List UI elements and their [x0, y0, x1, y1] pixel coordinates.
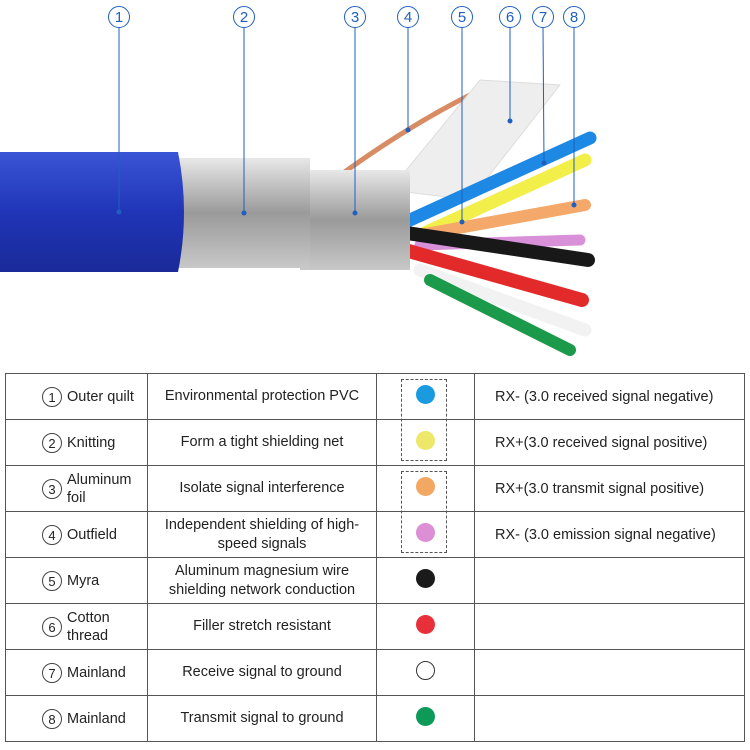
- wire-color-dot: [416, 523, 435, 542]
- cable-structure-table: 1 Outer quilt Environmental protection PV…: [5, 373, 745, 742]
- table-row: 7 Mainland Receive signal to ground: [5, 649, 745, 696]
- table-row: 8 Mainland Transmit signal to ground: [5, 695, 745, 742]
- table-row: 6 Cotton thread Filler stretch resistant: [5, 603, 745, 650]
- part-cell: 7 Mainland: [5, 649, 148, 696]
- color-cell: [376, 465, 475, 553]
- part-name: Outfield: [67, 526, 117, 543]
- callout-5: 5: [451, 6, 473, 28]
- color-cell: [376, 419, 475, 466]
- wire-color-dot: [416, 615, 435, 634]
- callout-1: 1: [108, 6, 130, 28]
- part-cell: 3 Aluminum foil: [5, 465, 148, 512]
- color-cell: [376, 373, 475, 461]
- wire-color-dot: [416, 707, 435, 726]
- part-cell: 1 Outer quilt: [5, 373, 148, 420]
- part-cell: 6 Cotton thread: [5, 603, 148, 650]
- part-name: Myra: [67, 572, 100, 589]
- signal-cell: [474, 557, 745, 604]
- table-row: 4 Outfield Independent shielding of high-…: [5, 511, 745, 558]
- color-cell: [376, 557, 475, 604]
- wire-color-dot: [416, 569, 435, 588]
- signal-cell: [474, 649, 745, 696]
- part-number: 3: [42, 478, 62, 499]
- table-row: 5 Myra Aluminum magnesium wire shielding …: [5, 557, 745, 604]
- table-row: 3 Aluminum foil Isolate signal interferen…: [5, 465, 745, 553]
- callout-3: 3: [344, 6, 366, 28]
- wire-color-dot: [416, 477, 435, 496]
- color-cell: [376, 695, 475, 742]
- part-name: Aluminum foil: [67, 471, 132, 506]
- wire-color-dot: [416, 431, 435, 450]
- callout-7: 7: [532, 6, 554, 28]
- description-cell: Isolate signal interference: [147, 465, 377, 512]
- table-row: 1 Outer quilt Environmental protection PV…: [5, 373, 745, 461]
- part-cell: 5 Myra: [5, 557, 148, 604]
- part-number: 2: [42, 432, 62, 453]
- color-cell: [376, 649, 475, 696]
- part-number: 7: [42, 662, 62, 683]
- description-cell: Aluminum magnesium wire shielding networ…: [147, 557, 377, 604]
- part-number: 5: [42, 570, 62, 591]
- description-cell: Transmit signal to ground: [147, 695, 377, 742]
- part-name: Cotton thread: [67, 609, 110, 644]
- callout-2: 2: [233, 6, 255, 28]
- description-cell: Environmental protection PVC: [147, 373, 377, 420]
- callout-dots: [116, 118, 577, 225]
- part-number: 6: [42, 616, 62, 637]
- description-cell: Receive signal to ground: [147, 649, 377, 696]
- part-number: 4: [42, 524, 62, 545]
- part-name: Knitting: [67, 434, 116, 451]
- signal-cell: RX+(3.0 transmit signal positive): [474, 465, 745, 512]
- signal-cell: [474, 695, 745, 742]
- wire-color-dot: [416, 661, 435, 680]
- callout-lines: [118, 27, 575, 222]
- description-cell: Filler stretch resistant: [147, 603, 377, 650]
- table-row: 2 Knitting Form a tight shielding net RX+…: [5, 419, 745, 466]
- part-cell: 4 Outfield: [5, 511, 148, 558]
- part-cell: 2 Knitting: [5, 419, 148, 466]
- signal-cell: RX- (3.0 emission signal negative): [474, 511, 745, 558]
- color-cell: [376, 603, 475, 650]
- signal-cell: [474, 603, 745, 650]
- cable-cross-section-illustration: [0, 27, 597, 356]
- part-name: Mainland: [67, 664, 126, 681]
- part-number: 8: [42, 708, 62, 729]
- callout-8: 8: [563, 6, 585, 28]
- callout-6: 6: [499, 6, 521, 28]
- description-cell: Independent shielding of high-speed sign…: [147, 511, 377, 558]
- callout-4: 4: [397, 6, 419, 28]
- wire-color-dot: [416, 385, 435, 404]
- part-cell: 8 Mainland: [5, 695, 148, 742]
- color-cell: [376, 511, 475, 558]
- part-number: 1: [42, 386, 62, 407]
- signal-cell: RX- (3.0 received signal negative): [474, 373, 745, 420]
- part-name: Mainland: [67, 710, 126, 727]
- wires: [318, 79, 597, 356]
- part-name: Outer quilt: [67, 388, 134, 405]
- outer-jacket: [0, 152, 184, 272]
- description-cell: Form a tight shielding net: [147, 419, 377, 466]
- signal-cell: RX+(3.0 received signal positive): [474, 419, 745, 466]
